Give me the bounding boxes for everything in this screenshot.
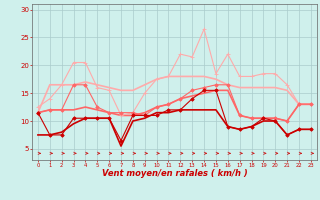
- X-axis label: Vent moyen/en rafales ( km/h ): Vent moyen/en rafales ( km/h ): [101, 169, 247, 178]
